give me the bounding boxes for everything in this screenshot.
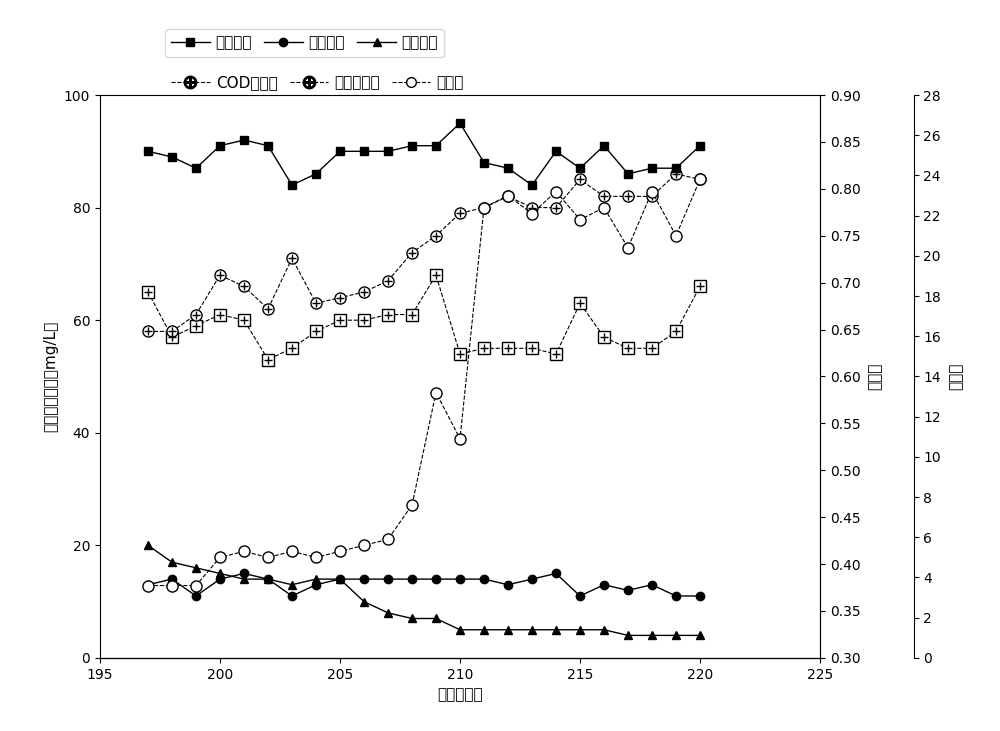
Y-axis label: 特征比: 特征比	[948, 363, 963, 390]
Y-axis label: 去除率: 去除率	[867, 363, 882, 390]
Y-axis label: 氮化合物浓度（mg/L）: 氮化合物浓度（mg/L）	[43, 321, 58, 432]
Legend: COD去除率, 总氮去除率, 特征比: COD去除率, 总氮去除率, 特征比	[165, 69, 470, 96]
X-axis label: 周期（个）: 周期（个）	[437, 687, 483, 702]
